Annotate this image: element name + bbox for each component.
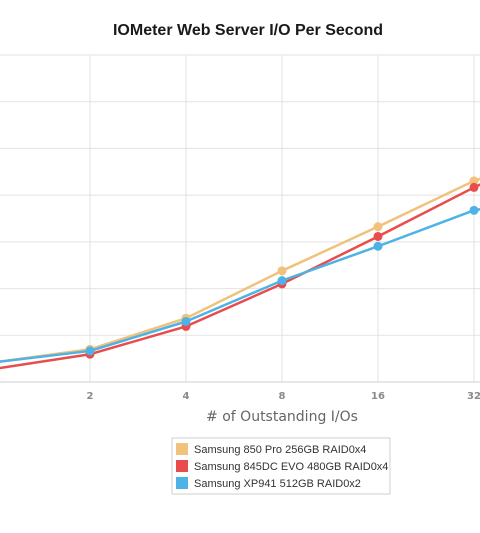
series-line xyxy=(0,208,480,363)
series-line xyxy=(0,177,480,363)
legend-entry: Samsung XP941 512GB RAID0x2 xyxy=(194,478,361,490)
chart-title: IOMeter Web Server I/O Per Second xyxy=(113,22,383,39)
legend-entry: Samsung 845DC EVO 480GB RAID0x4 xyxy=(194,461,388,473)
grid xyxy=(0,54,480,383)
series-group xyxy=(0,176,480,370)
legend-swatch xyxy=(176,477,188,489)
legend-swatch xyxy=(176,460,188,472)
data-point xyxy=(181,317,191,327)
data-point xyxy=(277,276,287,286)
data-point xyxy=(373,231,383,241)
legend: Samsung 850 Pro 256GB RAID0x4 Samsung 845… xyxy=(171,437,391,495)
data-point xyxy=(277,266,287,276)
x-axis-label: # of Outstanding I/Os xyxy=(206,409,358,425)
data-point xyxy=(85,346,95,356)
legend-swatch xyxy=(176,443,188,455)
x-tick-label: 4 xyxy=(183,391,190,402)
x-tick-label: 32 xyxy=(467,391,480,402)
data-point xyxy=(469,205,479,215)
data-point xyxy=(469,182,479,192)
data-point xyxy=(373,241,383,251)
x-axis-ticks: 2 4 8 16 32 xyxy=(87,391,480,402)
x-tick-label: 16 xyxy=(371,391,385,402)
plot-area xyxy=(0,176,480,370)
data-point xyxy=(469,176,479,186)
x-tick-label: 2 xyxy=(87,391,94,402)
data-point xyxy=(373,222,383,232)
legend-entry: Samsung 850 Pro 256GB RAID0x4 xyxy=(194,444,366,456)
x-tick-label: 8 xyxy=(279,391,286,402)
legend-box xyxy=(171,437,391,495)
